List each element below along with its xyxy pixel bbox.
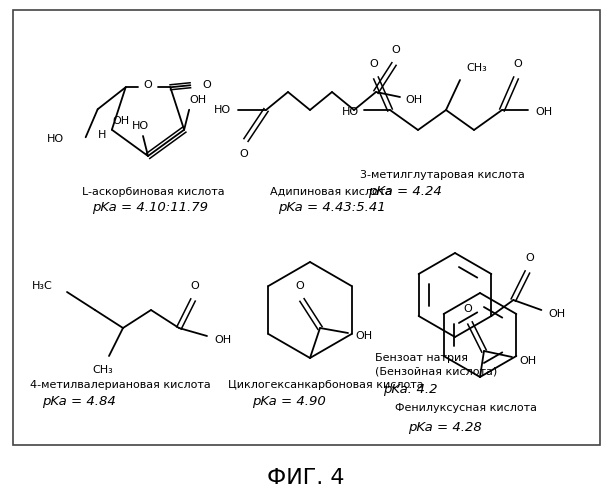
Text: Бензоат натрия: Бензоат натрия xyxy=(375,353,468,363)
Text: OH: OH xyxy=(519,356,536,366)
Text: CH₃: CH₃ xyxy=(93,365,113,375)
Text: pKa = 4.24: pKa = 4.24 xyxy=(368,186,442,198)
Text: HO: HO xyxy=(213,105,230,115)
Text: pKa = 4.43:5.41: pKa = 4.43:5.41 xyxy=(278,202,386,214)
Text: OH: OH xyxy=(113,116,130,126)
Text: L-аскорбиновая кислота: L-аскорбиновая кислота xyxy=(82,187,224,197)
Text: HO: HO xyxy=(341,107,359,117)
Text: pKa = 4.28: pKa = 4.28 xyxy=(408,422,482,434)
Text: H₃C: H₃C xyxy=(32,281,53,291)
Text: OH: OH xyxy=(535,107,552,117)
Bar xyxy=(13,10,600,445)
Text: pKa: 4.2: pKa: 4.2 xyxy=(383,384,438,396)
Text: O: O xyxy=(370,59,378,69)
Text: CH₃: CH₃ xyxy=(466,63,487,73)
Text: O: O xyxy=(240,149,248,159)
Text: OH: OH xyxy=(549,309,566,319)
Text: OH: OH xyxy=(189,94,207,104)
Text: HO: HO xyxy=(131,121,148,131)
Text: H: H xyxy=(97,130,106,140)
Text: O: O xyxy=(143,80,153,90)
Text: (Бензойная кислота): (Бензойная кислота) xyxy=(375,367,497,377)
Text: O: O xyxy=(514,59,522,69)
Text: O: O xyxy=(525,253,534,263)
Text: O: O xyxy=(392,45,400,55)
Text: pKa = 4.90: pKa = 4.90 xyxy=(252,396,326,408)
Text: O: O xyxy=(202,80,211,90)
Text: O: O xyxy=(295,281,305,291)
Text: HO: HO xyxy=(47,134,64,144)
Text: Фенилуксусная кислота: Фенилуксусная кислота xyxy=(395,403,537,413)
Text: O: O xyxy=(191,281,199,291)
Text: Циклогексанкарбоновая кислота: Циклогексанкарбоновая кислота xyxy=(228,380,424,390)
Text: OH: OH xyxy=(405,95,422,105)
Text: pKa = 4.10:11.79: pKa = 4.10:11.79 xyxy=(92,202,208,214)
Text: ФИГ. 4: ФИГ. 4 xyxy=(267,468,345,488)
Text: OH: OH xyxy=(356,331,373,341)
Text: Адипиновая кислота: Адипиновая кислота xyxy=(270,187,392,197)
Text: OH: OH xyxy=(215,335,232,345)
Text: 3-метилглутаровая кислота: 3-метилглутаровая кислота xyxy=(360,170,525,180)
Text: 4-метилвалериановая кислота: 4-метилвалериановая кислота xyxy=(30,380,211,390)
Text: pKa = 4.84: pKa = 4.84 xyxy=(42,396,116,408)
Text: O: O xyxy=(463,304,473,314)
